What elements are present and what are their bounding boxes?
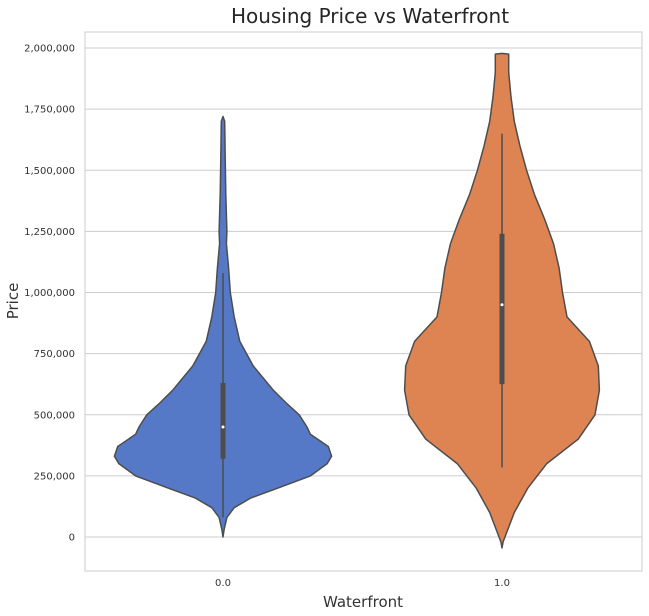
x-tick-label: 0.0 — [215, 578, 231, 589]
iqr-box-1.0 — [499, 233, 505, 385]
y-tick-label: 0 — [69, 533, 75, 544]
x-tick-label: 1.0 — [494, 578, 510, 589]
median-marker-0.0 — [221, 425, 225, 429]
violins — [113, 52, 601, 549]
y-tick-label: 1,500,000 — [24, 166, 75, 177]
y-axis-label: Price — [4, 283, 22, 320]
median-marker-1.0 — [500, 303, 504, 307]
x-tick-labels: 0.0 1.0 — [215, 578, 510, 589]
x-axis-label: Waterfront — [323, 593, 403, 611]
y-tick-label: 1,250,000 — [24, 227, 75, 238]
y-tick-label: 250,000 — [34, 471, 75, 482]
y-tick-labels: 0 250,000 500,000 750,000 1,000,000 1,250,000… — [24, 44, 75, 544]
y-tick-label: 1,000,000 — [24, 288, 75, 299]
y-tick-label: 2,000,000 — [24, 44, 75, 55]
y-tick-label: 750,000 — [34, 349, 75, 360]
plot-frame — [84, 31, 643, 572]
iqr-box-0.0 — [220, 382, 226, 459]
chart-title: Housing Price vs Waterfront — [231, 4, 509, 28]
y-tick-label: 500,000 — [34, 410, 75, 421]
y-tick-label: 1,750,000 — [24, 105, 75, 116]
